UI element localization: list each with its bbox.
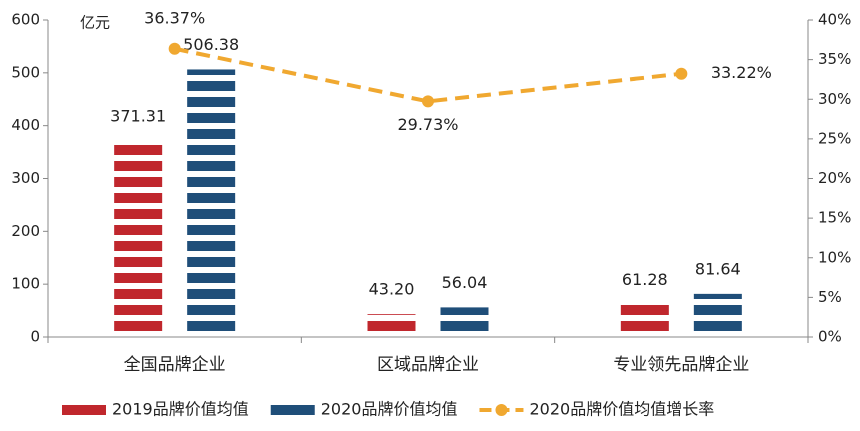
y-tick-label: 0 [30,328,40,346]
y-tick-label: 400 [11,116,40,134]
value-label: 29.73% [397,115,458,134]
x-tick-label: 区域品牌企业 [377,355,479,375]
value-label: 371.31 [110,106,166,125]
value-label: 43.20 [369,280,415,299]
y2-tick-label: 10% [818,248,851,266]
y2-tick-label: 15% [818,209,851,227]
legend-label: 2019品牌价值均值 [112,400,249,419]
legend-swatch [495,404,508,416]
legend-swatch [270,405,315,415]
bar [114,140,163,337]
legend-label: 2020品牌价值均值 [321,400,458,419]
bar [440,307,489,337]
line-point [168,42,181,55]
x-tick-label: 专业领先品牌企业 [613,355,749,375]
value-label: 506.38 [183,35,239,54]
line-point [422,95,434,108]
y2-tick-label: 20% [818,169,851,187]
value-label: 56.04 [442,273,488,292]
bar [367,314,416,337]
y-tick-label: 300 [11,169,40,187]
y-tick-label: 100 [11,275,40,293]
legend-swatch [62,405,106,415]
y2-tick-label: 5% [818,288,842,306]
y2-tick-label: 0% [818,328,842,346]
bar [693,293,742,337]
bar [187,69,236,337]
y-axis-label: 亿元 [80,14,110,32]
y2-tick-label: 25% [818,129,851,147]
x-tick-label: 全国品牌企业 [124,355,226,375]
value-label: 81.64 [695,259,741,278]
y-tick-label: 500 [11,63,40,81]
y2-tick-label: 40% [818,11,851,29]
bar [620,304,669,337]
line [174,46,682,104]
y2-tick-label: 35% [818,50,851,68]
y-tick-label: 200 [11,222,40,240]
value-label: 33.22% [711,63,772,82]
value-label: 36.37% [144,8,205,27]
line-point [675,67,688,80]
legend-label: 2020品牌价值均值增长率 [529,400,714,419]
value-label: 61.28 [622,270,668,289]
y2-tick-label: 30% [818,90,851,108]
y-tick-label: 600 [11,11,40,29]
